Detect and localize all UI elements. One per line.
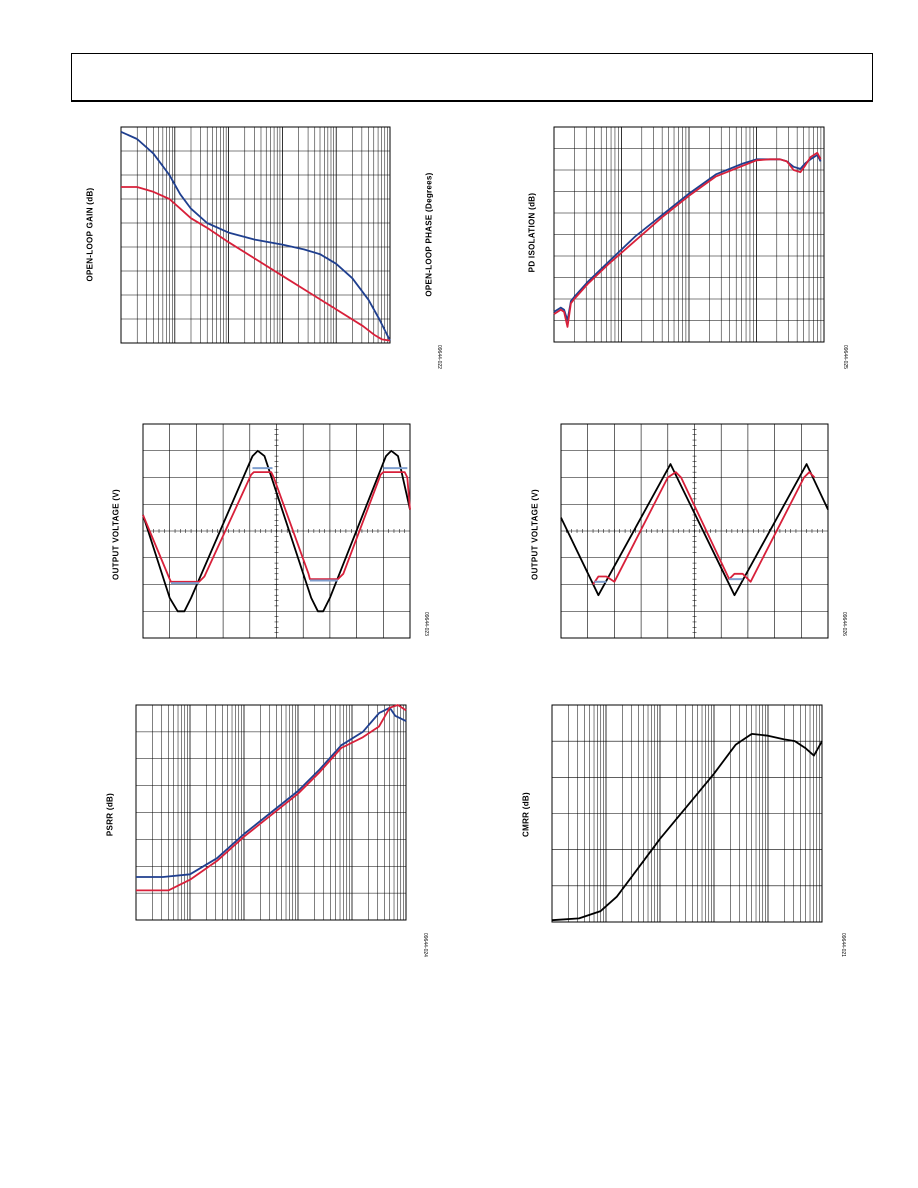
grid [552, 705, 822, 922]
open-loop-gain-plot [120, 126, 391, 344]
series-0-line [560, 463, 829, 597]
pd-isolation-plot [553, 126, 825, 343]
grid [143, 424, 410, 638]
output-voltage-plot-2 [560, 423, 829, 639]
plot-frame [120, 126, 391, 344]
cmrr-chart: CMRR (dB) 09644-021 [521, 704, 846, 957]
cmrr-plot [551, 704, 823, 923]
output-voltage-chart-1: OUTPUT VOLTAGE (V) 09644-023 [112, 423, 429, 639]
plot-frame [551, 704, 823, 923]
grid [561, 424, 828, 638]
plot-frame [553, 126, 825, 343]
psrr-chart: PSRR (dB) 09644-024 [106, 704, 428, 957]
series-1-line [121, 186, 391, 342]
grid [554, 127, 824, 342]
plot-frame [142, 423, 411, 639]
series-1-line [136, 704, 407, 892]
pd-isolation-chart: PD ISOLATION (dB) 09644-025 [0, 0, 918, 400]
figure-id: 09644-021 [840, 933, 846, 957]
series-0-line [551, 733, 823, 922]
open-loop-gain-chart: OPEN-LOOP GAIN (dB) OPEN-LOOP PHASE (Deg… [0, 0, 918, 400]
output-voltage-plot-1 [142, 423, 411, 639]
plot-frame [135, 704, 407, 921]
series-0-line [142, 449, 411, 613]
cmrr-ylabel: CMRR (dB) [521, 792, 531, 837]
page-header-box [71, 53, 873, 102]
series-1-line [592, 471, 816, 586]
series-1-line [553, 151, 822, 328]
output-voltage-chart-2: OUTPUT VOLTAGE (V) 09644-026 [531, 423, 847, 639]
series-0-line [136, 706, 407, 878]
psrr-plot [135, 704, 407, 921]
plot-frame [560, 423, 829, 639]
series-1-line [142, 471, 411, 583]
series-0-line [120, 130, 391, 342]
